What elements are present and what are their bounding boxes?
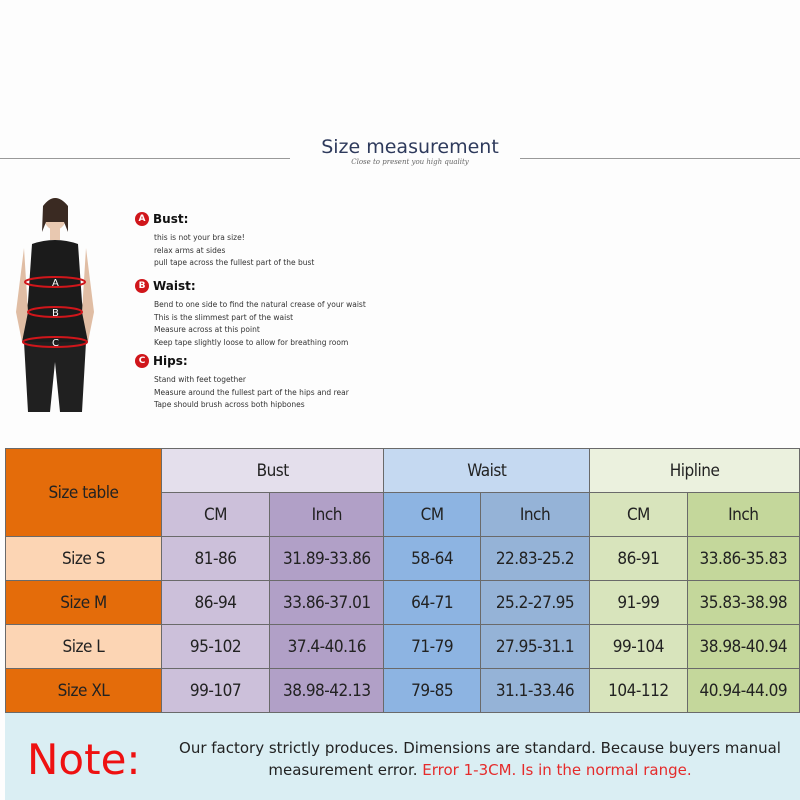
size-value: 33.86-35.83 — [686, 536, 800, 581]
badge-c-icon: C — [135, 354, 149, 368]
size-value: 79-85 — [383, 668, 481, 713]
unit-header: Inch — [269, 492, 385, 537]
guide-line: This is the slimmest part of the waist — [154, 312, 294, 322]
note-highlight: Error 1-3CM. Is in the normal range. — [422, 761, 692, 779]
size-value: 33.86-37.01 — [269, 580, 385, 625]
size-value: 35.83-38.98 — [686, 580, 800, 625]
size-value: 91-99 — [589, 580, 688, 625]
guide-title: Waist: — [153, 279, 196, 293]
size-table: Size table Bust Waist Hipline CM Inch CM In… — [5, 448, 800, 713]
table-row: Size XL 99-107 38.98-42.13 79-85 31.1-33.46 1… — [5, 668, 800, 713]
unit-header: Inch — [686, 492, 800, 537]
guide-line: Stand with feet together — [154, 375, 246, 384]
svg-text:B: B — [52, 308, 59, 319]
group-bust: Bust — [160, 448, 385, 493]
size-label: Size S — [5, 536, 162, 581]
page-subtitle: Close to present you high quality — [351, 158, 469, 166]
size-value: 81-86 — [160, 536, 271, 581]
size-value: 40.94-44.09 — [686, 668, 800, 713]
unit-header: CM — [383, 492, 481, 537]
guide-section-bust: A Bust: — [135, 212, 188, 226]
size-value: 22.83-25.2 — [479, 536, 591, 581]
group-hipline: Hipline — [589, 448, 800, 493]
unit-header: Inch — [479, 492, 591, 537]
size-value: 99-107 — [160, 668, 271, 713]
table-row: Size L 95-102 37.4-40.16 71-79 27.95-31.1 99-… — [5, 624, 800, 669]
svg-text:A: A — [52, 278, 59, 289]
table-row: Size M 86-94 33.86-37.01 64-71 25.2-27.95 91-… — [5, 580, 800, 625]
size-value: 99-104 — [589, 624, 688, 669]
guide-section-waist: B Waist: — [135, 279, 196, 293]
model-figure-image: A B C — [16, 198, 94, 412]
size-value: 27.95-31.1 — [479, 624, 591, 669]
size-label: Size M — [5, 580, 162, 625]
unit-header: CM — [160, 492, 271, 537]
size-value: 58-64 — [383, 536, 481, 581]
badge-a-icon: A — [135, 212, 149, 226]
header-rule-right — [520, 158, 800, 159]
note-body: Our factory strictly produces. Dimension… — [179, 739, 781, 779]
guide-line: relax arms at sides — [154, 245, 226, 255]
note-text: Our factory strictly produces. Dimension… — [165, 737, 795, 781]
guide-line: Measure across at this point — [154, 325, 260, 334]
guide-title: Hips: — [153, 354, 188, 368]
note-label: Note: — [27, 735, 141, 784]
size-table-corner: Size table — [5, 448, 162, 537]
size-value: 104-112 — [589, 668, 688, 713]
table-row: Size S 81-86 31.89-33.86 58-64 22.83-25.2 86-… — [5, 536, 800, 581]
guide-line: this is not your bra size! — [154, 233, 245, 242]
size-value: 64-71 — [383, 580, 481, 625]
page-title: Size measurement — [321, 136, 499, 158]
size-value: 86-94 — [160, 580, 271, 625]
guide-line: Bend to one side to find the natural cre… — [154, 300, 366, 309]
guide-line: pull tape across the fullest part of the… — [154, 258, 315, 267]
badge-b-icon: B — [135, 279, 149, 293]
guide-title: Bust: — [153, 212, 189, 226]
guide-line: Tape should brush across both hipbones — [154, 400, 305, 409]
group-waist: Waist — [383, 448, 591, 493]
size-value: 38.98-42.13 — [269, 668, 385, 713]
guide-section-hips: C Hips: — [135, 354, 188, 368]
size-value: 31.89-33.86 — [269, 536, 385, 581]
svg-text:C: C — [52, 338, 59, 349]
size-value: 38.98-40.94 — [686, 624, 800, 669]
size-label: Size XL — [5, 668, 162, 713]
size-label: Size L — [5, 624, 162, 669]
size-value: 31.1-33.46 — [479, 668, 591, 713]
size-value: 95-102 — [160, 624, 271, 669]
unit-header: CM — [589, 492, 688, 537]
size-value: 71-79 — [383, 624, 481, 669]
size-value: 25.2-27.95 — [479, 580, 591, 625]
guide-line: Measure around the fullest part of the h… — [154, 387, 349, 397]
guide-line: Keep tape slightly loose to allow for br… — [154, 337, 349, 347]
note-panel: Note: Our factory strictly produces. Dim… — [5, 713, 800, 800]
size-value: 86-91 — [589, 536, 688, 581]
size-value: 37.4-40.16 — [269, 624, 385, 669]
header-rule-left — [0, 158, 290, 159]
